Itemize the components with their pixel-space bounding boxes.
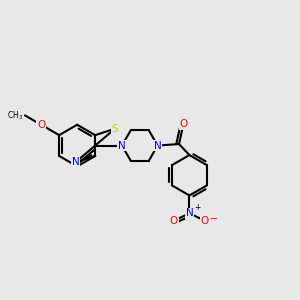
Text: O: O bbox=[37, 120, 45, 130]
Text: O: O bbox=[179, 119, 188, 129]
Text: N: N bbox=[118, 140, 126, 151]
Text: S: S bbox=[112, 124, 118, 134]
Text: −: − bbox=[210, 214, 218, 224]
Text: N: N bbox=[154, 140, 161, 151]
Text: O: O bbox=[170, 216, 178, 226]
Text: N: N bbox=[185, 208, 193, 218]
Text: CH$_3$: CH$_3$ bbox=[7, 109, 23, 122]
Text: O: O bbox=[201, 216, 209, 226]
Text: N: N bbox=[71, 158, 79, 167]
Text: +: + bbox=[195, 203, 201, 212]
